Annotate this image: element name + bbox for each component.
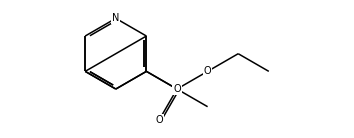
Text: N: N: [112, 13, 120, 23]
Text: O: O: [155, 115, 163, 125]
Text: O: O: [173, 84, 181, 94]
Text: O: O: [204, 66, 211, 76]
